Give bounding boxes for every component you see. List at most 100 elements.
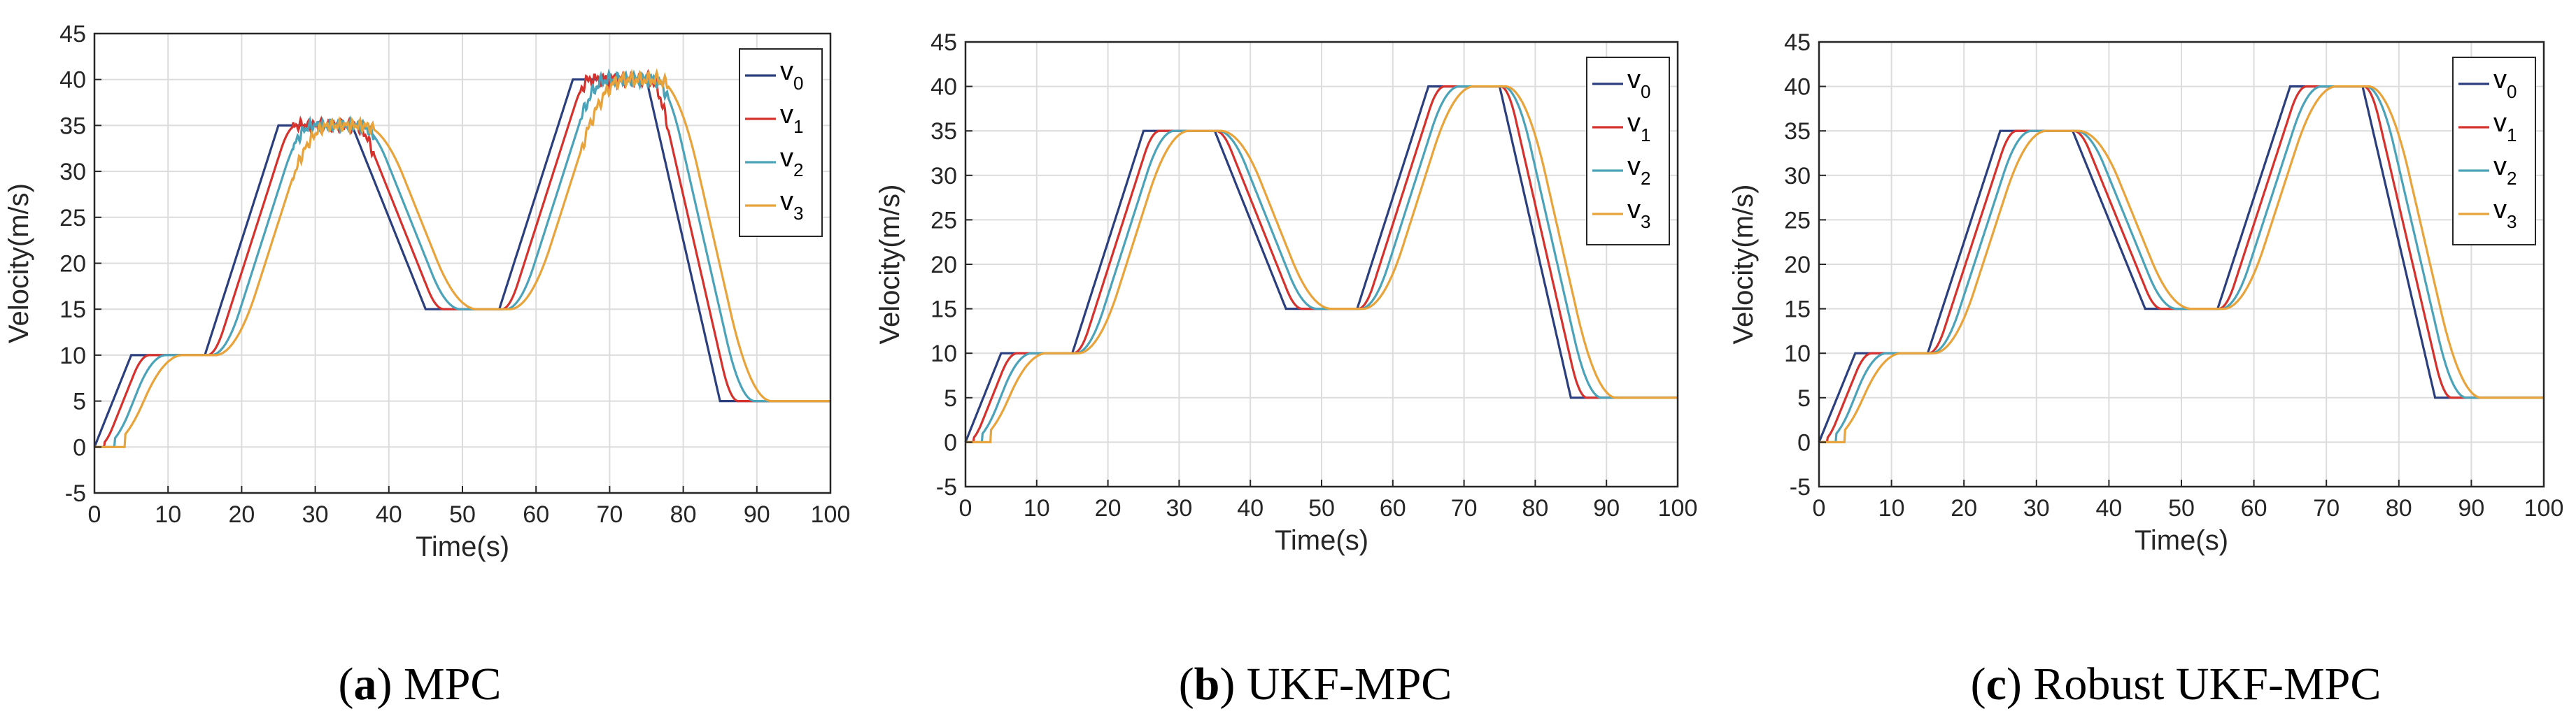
x-tick-label: 30 bbox=[302, 501, 329, 528]
x-tick-label: 70 bbox=[1451, 495, 1478, 522]
legend-label-v2: v2 bbox=[2493, 152, 2517, 189]
y-tick-label: -5 bbox=[936, 474, 957, 501]
y-tick-label: 15 bbox=[59, 296, 86, 323]
y-tick-label: 35 bbox=[930, 118, 957, 145]
legend-label-v1: v1 bbox=[2493, 108, 2517, 145]
legend: v0 v1 v2 v3 bbox=[739, 48, 823, 237]
y-axis-label: Velocity(m/s) bbox=[875, 185, 905, 345]
x-tick-label: 80 bbox=[2386, 495, 2412, 522]
x-tick-label: 100 bbox=[811, 501, 851, 528]
y-tick-label: 25 bbox=[1784, 207, 1811, 234]
y-tick-label: 35 bbox=[59, 113, 86, 139]
panel-caption: (b) UKF-MPC bbox=[1179, 659, 1452, 710]
x-tick-label: 10 bbox=[1024, 495, 1050, 522]
x-tick-label: 90 bbox=[2458, 495, 2484, 522]
y-tick-label: 15 bbox=[1784, 296, 1811, 323]
chart-panel-c: 0 10 20 30 40 50 60 70 80 90 100-50510152025303540… bbox=[1728, 29, 2563, 710]
series-line-v3 bbox=[1819, 85, 2544, 443]
y-tick-label: 10 bbox=[1784, 341, 1811, 367]
y-tick-label: -5 bbox=[1790, 474, 1811, 501]
chart-panel-a: 0 10 20 30 40 50 60 70 80 90 100-50510152025303540… bbox=[3, 21, 850, 710]
y-tick-label: 40 bbox=[59, 67, 86, 94]
series-line-v2 bbox=[94, 68, 830, 448]
y-tick-label: 20 bbox=[1784, 252, 1811, 278]
x-tick-label: 30 bbox=[2023, 495, 2050, 522]
y-tick-label: 45 bbox=[59, 21, 86, 48]
x-tick-label: 60 bbox=[523, 501, 549, 528]
x-tick-label: 0 bbox=[88, 501, 101, 528]
x-tick-label: 50 bbox=[1308, 495, 1335, 522]
legend-label-v0: v0 bbox=[2493, 65, 2517, 102]
panel-caption: (a) MPC bbox=[339, 659, 502, 710]
x-axis-label: Time(s) bbox=[416, 531, 509, 562]
x-tick-label: 70 bbox=[596, 501, 623, 528]
y-tick-label: 45 bbox=[1784, 29, 1811, 56]
x-tick-label: 30 bbox=[1166, 495, 1192, 522]
x-tick-label: 0 bbox=[1813, 495, 1826, 522]
x-tick-label: 20 bbox=[228, 501, 255, 528]
x-tick-label: 50 bbox=[449, 501, 476, 528]
x-tick-label: 90 bbox=[744, 501, 770, 528]
x-tick-label: 10 bbox=[155, 501, 181, 528]
legend: v0 v1 v2 v3 bbox=[1586, 57, 1670, 245]
x-tick-label: 0 bbox=[959, 495, 972, 522]
legend-label-v0: v0 bbox=[780, 57, 803, 94]
x-tick-label: 70 bbox=[2313, 495, 2340, 522]
y-tick-label: 20 bbox=[59, 251, 86, 278]
legend-label-v1: v1 bbox=[780, 100, 803, 137]
y-tick-label: 25 bbox=[930, 207, 957, 234]
y-tick-label: 10 bbox=[59, 343, 86, 369]
series-line-v2 bbox=[965, 85, 1678, 443]
chart-panel-b: 0 10 20 30 40 50 60 70 80 90 100-50510152025303540… bbox=[875, 29, 1697, 710]
x-tick-label: 100 bbox=[2524, 495, 2564, 522]
y-tick-label: 45 bbox=[930, 29, 957, 56]
x-tick-label: 20 bbox=[1951, 495, 1977, 522]
series-line-v3 bbox=[965, 85, 1678, 443]
series-line-v3 bbox=[94, 68, 830, 448]
y-tick-label: 35 bbox=[1784, 118, 1811, 145]
y-tick-label: 40 bbox=[1784, 74, 1811, 101]
y-tick-label: 10 bbox=[930, 341, 957, 367]
x-tick-label: 20 bbox=[1095, 495, 1121, 522]
x-tick-label: 10 bbox=[1878, 495, 1905, 522]
panel-caption: (c) Robust UKF-MPC bbox=[1971, 659, 2382, 710]
y-tick-label: 30 bbox=[930, 163, 957, 189]
y-tick-label: 5 bbox=[1797, 385, 1811, 412]
legend-label-v2: v2 bbox=[780, 143, 803, 180]
legend-label-v0: v0 bbox=[1627, 65, 1650, 102]
legend-label-v3: v3 bbox=[780, 187, 803, 224]
x-tick-label: 80 bbox=[1522, 495, 1548, 522]
y-tick-label: -5 bbox=[65, 480, 86, 507]
series-line-v2 bbox=[1819, 85, 2544, 443]
y-tick-label: 5 bbox=[73, 389, 86, 415]
y-tick-label: 0 bbox=[944, 429, 957, 456]
x-tick-label: 40 bbox=[376, 501, 402, 528]
y-tick-label: 0 bbox=[73, 434, 86, 461]
x-tick-label: 60 bbox=[1380, 495, 1406, 522]
x-tick-label: 80 bbox=[670, 501, 697, 528]
y-tick-label: 30 bbox=[59, 159, 86, 185]
x-tick-label: 60 bbox=[2241, 495, 2267, 522]
legend-label-v2: v2 bbox=[1627, 152, 1650, 189]
y-tick-label: 15 bbox=[930, 296, 957, 323]
x-tick-label: 100 bbox=[1658, 495, 1698, 522]
y-axis-label: Velocity(m/s) bbox=[3, 183, 34, 343]
legend-label-v3: v3 bbox=[2493, 195, 2517, 232]
y-tick-label: 20 bbox=[930, 252, 957, 278]
y-tick-label: 0 bbox=[1797, 429, 1811, 456]
x-tick-label: 40 bbox=[1237, 495, 1264, 522]
y-tick-label: 25 bbox=[59, 205, 86, 231]
x-axis-label: Time(s) bbox=[1275, 525, 1368, 556]
x-tick-label: 50 bbox=[2168, 495, 2195, 522]
x-tick-label: 40 bbox=[2095, 495, 2122, 522]
y-tick-label: 40 bbox=[930, 74, 957, 101]
x-tick-label: 90 bbox=[1593, 495, 1620, 522]
y-tick-label: 30 bbox=[1784, 163, 1811, 189]
x-axis-label: Time(s) bbox=[2135, 525, 2228, 556]
y-axis-label: Velocity(m/s) bbox=[1728, 185, 1759, 345]
legend-label-v3: v3 bbox=[1627, 195, 1650, 232]
legend-label-v1: v1 bbox=[1627, 108, 1650, 145]
legend: v0 v1 v2 v3 bbox=[2452, 57, 2536, 245]
y-tick-label: 5 bbox=[944, 385, 957, 412]
